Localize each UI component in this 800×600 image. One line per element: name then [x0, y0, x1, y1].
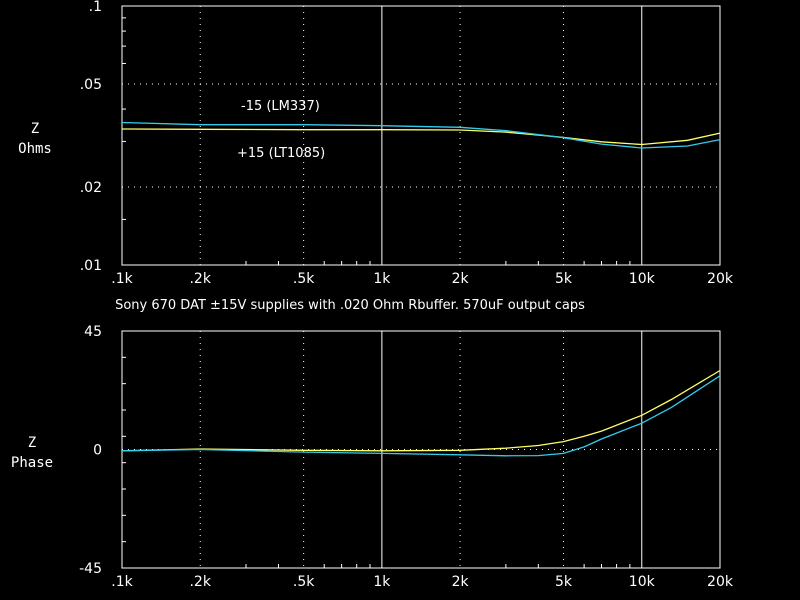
- annotation-neg: -15 (LM337): [241, 99, 320, 114]
- x-tick-label: .1k: [111, 271, 133, 287]
- x-tick-label: 10k: [629, 574, 656, 590]
- x-tick-label: 1k: [373, 574, 391, 590]
- series-line-neg15: [121, 375, 721, 457]
- impedance-phase-panel: .1k .2k .5k 1k 2k 5k 10k 20k 45 0 -45 Z Phase: [11, 324, 734, 590]
- x-tick-label: 2k: [452, 271, 470, 287]
- y-tick-label: .01: [80, 258, 102, 274]
- plot-frame: [121, 5, 721, 266]
- x-tick-label: .5k: [293, 271, 315, 287]
- y-axis-label: Z: [31, 121, 39, 137]
- series-line-pos15: [121, 128, 721, 146]
- x-tick-label: .2k: [189, 574, 211, 590]
- y-tick-label: .05: [80, 77, 102, 93]
- x-tick-label: .2k: [189, 271, 211, 287]
- series-line-neg15: [121, 121, 721, 149]
- y-axis-label: Phase: [11, 455, 53, 471]
- x-tick-label: 5k: [555, 574, 573, 590]
- y-axis-label: Ohms: [18, 141, 52, 157]
- x-tick-label: 1k: [373, 271, 391, 287]
- impedance-magnitude-panel: .1k .2k .5k 1k 2k 5k 10k 20k .1 .05 .02 .01 Z Ohms: [18, 0, 734, 287]
- x-tick-label: 10k: [629, 271, 656, 287]
- x-tick-label: .5k: [293, 574, 315, 590]
- x-tick-label: 2k: [452, 574, 470, 590]
- annotation-pos: +15 (LT1085): [237, 146, 325, 161]
- y-tick-label: 0: [93, 443, 102, 459]
- x-tick-label: 5k: [555, 271, 573, 287]
- y-tick-label: -45: [79, 561, 102, 577]
- y-tick-label: .02: [80, 180, 102, 196]
- chart-title: Sony 670 DAT ±15V supplies with .020 Ohm…: [115, 298, 585, 313]
- y-axis-label: Z: [28, 435, 36, 451]
- y-tick-label: 45: [84, 324, 102, 340]
- x-tick-label: .1k: [111, 574, 133, 590]
- y-tick-label: .1: [89, 0, 102, 15]
- x-tick-label: 20k: [707, 574, 734, 590]
- series-line-pos15: [121, 369, 721, 452]
- x-tick-label: 20k: [707, 271, 734, 287]
